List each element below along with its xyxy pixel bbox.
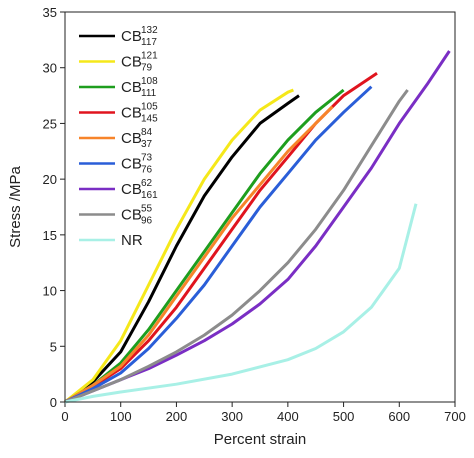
y-tick-label: 15 (43, 228, 57, 243)
legend-label: CB (121, 130, 142, 147)
x-tick-label: 300 (221, 409, 243, 424)
legend-superscript: 132 (141, 25, 158, 36)
legend-label: CB (121, 79, 142, 96)
legend-subscript: 161 (141, 190, 158, 201)
legend-superscript: 62 (141, 178, 153, 189)
series-line (64, 89, 409, 404)
x-tick-label: 600 (388, 409, 410, 424)
legend-subscript: 79 (141, 63, 153, 74)
y-tick-label: 5 (50, 339, 57, 354)
x-tick-label: 100 (110, 409, 132, 424)
legend-label: CB (121, 54, 142, 71)
series-line (64, 105, 334, 404)
series-line (64, 88, 294, 404)
plot-frame (64, 11, 456, 403)
x-tick-label: 400 (277, 409, 299, 424)
x-tick-label: 700 (444, 409, 466, 424)
legend-label: CB (121, 28, 142, 45)
legend-label: CB (121, 181, 142, 198)
legend-label: CB (121, 156, 142, 173)
y-tick-label: 0 (50, 395, 57, 410)
legend-subscript: 76 (141, 165, 153, 176)
x-tick-label: 500 (333, 409, 355, 424)
x-tick-label: 200 (166, 409, 188, 424)
x-tick-label: 0 (61, 409, 68, 424)
legend-superscript: 55 (141, 204, 153, 215)
legend-superscript: 121 (141, 51, 158, 62)
legend-subscript: 37 (141, 139, 153, 150)
legend-superscript: 84 (141, 127, 153, 138)
legend-superscript: 108 (141, 76, 158, 87)
legend-superscript: 105 (141, 102, 158, 113)
legend-subscript: 145 (141, 114, 158, 125)
y-tick-label: 25 (43, 116, 57, 131)
series-line (64, 85, 373, 404)
series-line (64, 94, 300, 404)
legend-subscript: 96 (141, 216, 153, 227)
series-line (64, 203, 418, 404)
legend-subscript: 117 (141, 37, 157, 48)
x-axis-title: Percent strain (214, 431, 307, 448)
y-axis-title: Stress /MPa (7, 165, 24, 247)
legend-subscript: 111 (141, 88, 157, 99)
y-tick-label: 35 (43, 5, 57, 20)
legend-label: CB (121, 105, 142, 122)
y-tick-label: 10 (43, 284, 57, 299)
series-line (64, 88, 345, 404)
y-tick-label: 20 (43, 172, 57, 187)
legend-label: CB (121, 207, 142, 224)
y-tick-label: 30 (43, 61, 57, 76)
legend-superscript: 73 (141, 153, 153, 164)
legend-label: NR (121, 232, 143, 249)
